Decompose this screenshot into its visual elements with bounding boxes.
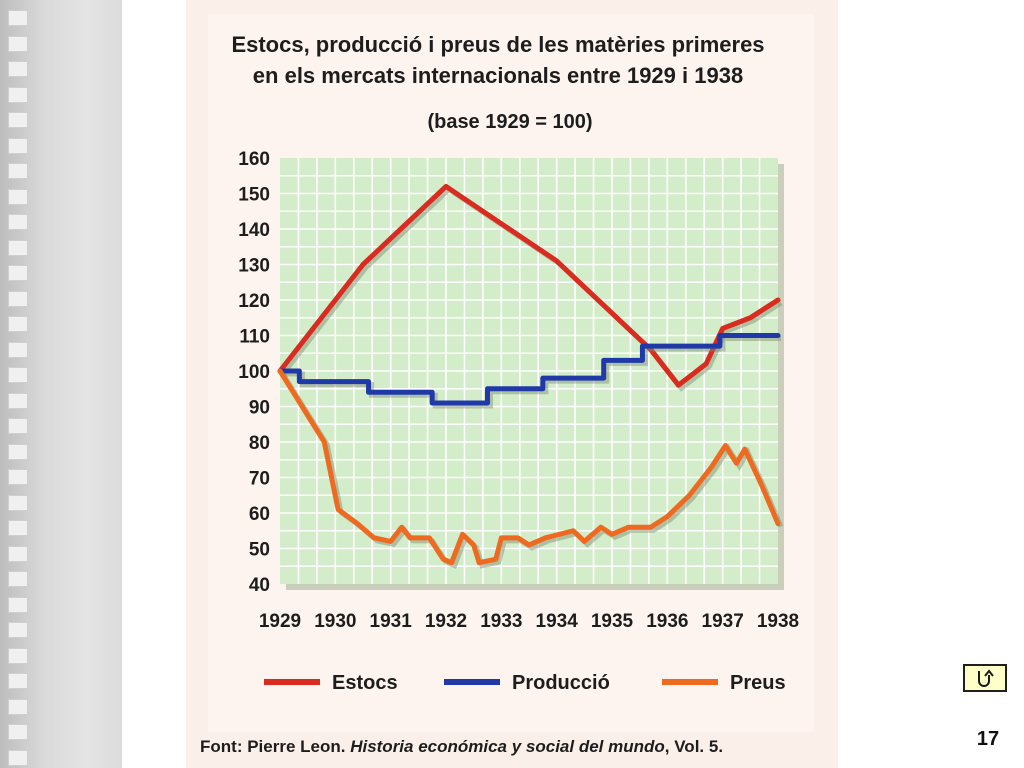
plot-area: 160 150 140 130 120 110 100 90 80 70 60 50 40 1929 193… [238, 149, 799, 632]
slide-right-margin [838, 0, 1024, 768]
strip-square [8, 367, 28, 383]
legend-label-estocs: Estocs [332, 672, 398, 694]
y-tick-label: 90 [249, 398, 270, 419]
y-tick-label: 70 [249, 469, 270, 490]
strip-square [8, 188, 28, 205]
series-shadow-producci- [283, 336, 781, 409]
series-line-producci- [277, 333, 781, 406]
y-tick-label: 40 [249, 575, 270, 596]
y-tick-label: 80 [249, 433, 270, 454]
source-title: Historia económica y social del mundo [350, 737, 665, 756]
strip-square [8, 596, 28, 613]
x-tick-label: 1938 [757, 611, 799, 632]
strip-square [8, 571, 28, 587]
strip-square [8, 698, 28, 715]
strip-square [8, 494, 28, 511]
strip-square [8, 112, 28, 128]
y-tick-label: 160 [238, 149, 270, 170]
strip-square [8, 265, 28, 281]
strip-square [8, 214, 28, 230]
y-tick-label: 120 [238, 291, 270, 312]
strip-square [8, 673, 28, 689]
strip-square [8, 647, 28, 664]
series-line-estocs [277, 183, 781, 388]
strip-square [8, 316, 28, 332]
x-tick-label: 1937 [702, 611, 744, 632]
chart-title-line1: Estocs, producció i preus de les matèrie… [231, 32, 764, 57]
strip-square [8, 443, 28, 460]
chart-legend: Estocs Producció Preus [264, 672, 786, 694]
strip-square [8, 10, 28, 26]
strip-square [8, 622, 28, 638]
x-tick-label: 1934 [536, 611, 579, 632]
series-line-preus [277, 368, 781, 566]
x-tick-label: 1932 [425, 611, 467, 632]
strip-square [8, 469, 28, 485]
strip-square [8, 545, 28, 562]
legend-label-preus: Preus [730, 672, 786, 694]
strip-square [8, 137, 28, 154]
chart-source: Font: Pierre Leon. Historia económica y … [200, 737, 723, 756]
y-tick-label: 60 [249, 504, 270, 525]
legend-label-producci-: Producció [512, 672, 610, 694]
strip-square [8, 724, 28, 740]
chart-title-line2: en els mercats internacionals entre 1929… [253, 63, 743, 88]
chart-subtitle: (base 1929 = 100) [427, 111, 592, 133]
x-tick-label: 1933 [480, 611, 522, 632]
strip-square [8, 61, 28, 77]
y-tick-label: 100 [238, 362, 270, 383]
strip-square [8, 239, 28, 256]
y-tick-label: 140 [238, 220, 270, 241]
slide-side-strip [0, 0, 122, 768]
strip-square [8, 341, 28, 358]
return-button[interactable] [963, 664, 1007, 692]
y-tick-label: 50 [249, 540, 270, 561]
strip-square [8, 163, 28, 179]
scanned-chart-page: Estocs, producció i preus de les matèrie… [186, 0, 838, 768]
x-tick-label: 1931 [370, 611, 413, 632]
x-tick-label: 1935 [591, 611, 634, 632]
source-suffix: , Vol. 5. [665, 737, 723, 756]
source-prefix: Font: Pierre Leon. [200, 737, 350, 756]
strip-square [8, 520, 28, 536]
strip-square [8, 418, 28, 434]
slide-page-number: 17 [976, 728, 1000, 750]
strip-square [8, 290, 28, 307]
y-tick-label: 150 [238, 185, 270, 206]
y-tick-label: 110 [239, 327, 270, 348]
strip-square [8, 86, 28, 103]
strip-square [8, 35, 28, 52]
strip-square [8, 749, 28, 766]
return-arrow-icon [978, 669, 994, 687]
x-tick-label: 1930 [314, 611, 356, 632]
y-tick-label: 130 [238, 256, 270, 277]
strip-square [8, 392, 28, 409]
x-tick-label: 1936 [646, 611, 688, 632]
line-chart: Estocs, producció i preus de les matèrie… [200, 32, 799, 756]
x-tick-label: 1929 [259, 611, 301, 632]
